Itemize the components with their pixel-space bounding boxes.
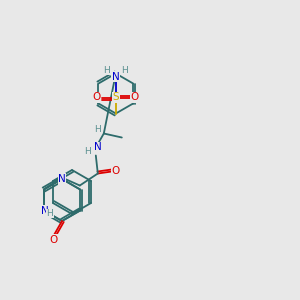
Text: H: H [84, 147, 91, 156]
Text: N: N [41, 206, 49, 215]
Text: H: H [46, 209, 53, 218]
Text: O: O [112, 167, 120, 176]
Text: N: N [94, 142, 102, 152]
Text: O: O [131, 92, 139, 103]
Text: O: O [50, 235, 58, 245]
Text: H: H [103, 66, 110, 75]
Text: S: S [112, 92, 119, 103]
Text: N: N [58, 174, 66, 184]
Text: H: H [94, 125, 101, 134]
Text: N: N [112, 71, 120, 82]
Text: O: O [93, 92, 101, 103]
Text: H: H [122, 66, 128, 75]
